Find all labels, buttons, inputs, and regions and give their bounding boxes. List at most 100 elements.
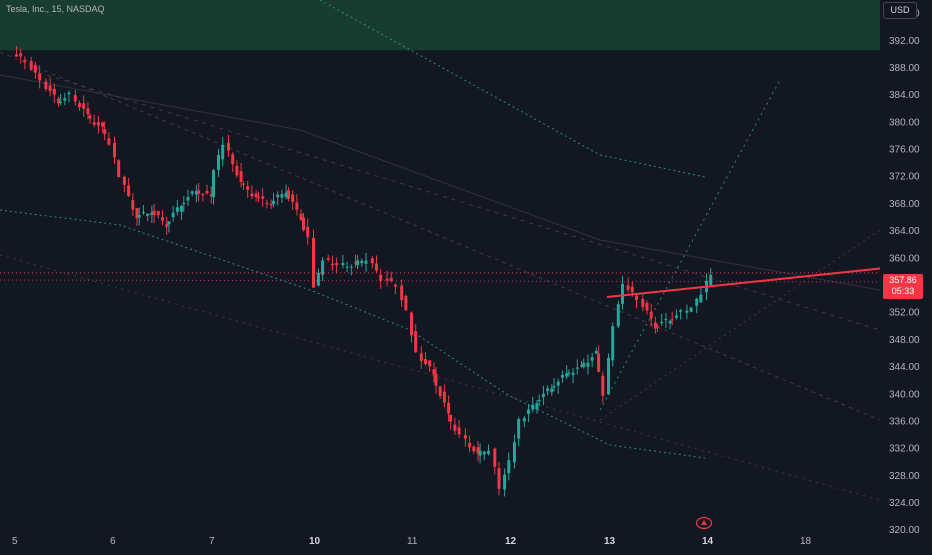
candle-body	[385, 278, 389, 281]
candle-body	[59, 101, 63, 103]
candle-body	[393, 284, 397, 287]
candle-body	[389, 277, 393, 281]
candle-body	[38, 73, 42, 81]
overlay-line	[0, 279, 881, 283]
candle-body	[265, 202, 269, 205]
candle-body	[316, 272, 320, 286]
candle-body	[630, 286, 634, 293]
candle-body	[512, 442, 516, 463]
candle-body	[156, 210, 160, 216]
candle-body	[335, 262, 339, 266]
candle-body	[404, 296, 408, 311]
time-axis	[0, 532, 880, 550]
candle-body	[616, 304, 620, 327]
y-tick-label: 332.00	[889, 444, 920, 455]
candle-body	[312, 237, 315, 288]
candle-body	[556, 381, 560, 386]
candle-body	[212, 170, 215, 198]
candle-body	[48, 85, 52, 91]
chart-reset-icon[interactable]	[695, 516, 713, 530]
candle-body	[550, 388, 554, 393]
candle-body	[428, 360, 432, 367]
candle-body	[649, 311, 653, 319]
candle-body	[641, 299, 645, 308]
candle-body	[567, 372, 571, 374]
candle-body	[660, 321, 664, 324]
candle-body	[552, 386, 556, 388]
candle-body	[438, 386, 442, 396]
candle-body	[560, 374, 564, 378]
candle-body	[457, 427, 461, 435]
candle-body	[453, 424, 457, 431]
overlay-line	[319, 0, 706, 178]
candle-body	[565, 373, 569, 377]
candle-body	[582, 362, 586, 368]
overlay-line	[0, 74, 881, 291]
candle-body	[261, 196, 265, 199]
candle-body	[419, 353, 423, 361]
candle-body	[410, 312, 413, 336]
candle-body	[190, 191, 194, 194]
overlay-line	[599, 229, 881, 421]
candle-body	[201, 194, 205, 196]
y-tick-label: 336.00	[889, 416, 920, 427]
candle-body	[287, 190, 290, 199]
candle-body	[645, 302, 649, 311]
candle-body	[186, 197, 190, 201]
candle-body	[345, 266, 349, 268]
candle-body	[379, 274, 383, 281]
bar-countdown: 05:33	[891, 286, 915, 296]
candle-body	[709, 274, 713, 286]
candle-body	[239, 171, 243, 182]
currency-button[interactable]: USD	[883, 2, 917, 19]
y-tick-label: 384.00	[889, 90, 920, 101]
candle-body	[29, 61, 33, 70]
y-tick-label: 372.00	[889, 172, 920, 183]
candle-body	[291, 194, 295, 202]
candle-body	[497, 468, 501, 489]
candle-body	[611, 326, 615, 361]
candle-body	[546, 388, 550, 392]
overlay-line	[0, 209, 706, 459]
candle-body	[478, 450, 482, 456]
candle-body	[449, 414, 453, 422]
candle-body	[276, 194, 280, 198]
x-tick-label: 13	[604, 536, 616, 547]
candle-body	[194, 190, 198, 195]
overlay-line	[29, 69, 881, 331]
candle-body	[117, 160, 121, 178]
candle-body	[580, 365, 583, 367]
candle-body	[88, 115, 92, 119]
candle-body	[507, 460, 511, 474]
y-tick-label: 320.00	[889, 525, 920, 536]
candle-body	[321, 260, 325, 275]
candle-body	[424, 358, 427, 364]
x-tick-label: 18	[800, 536, 812, 547]
candle-body	[472, 446, 476, 452]
candle-body	[356, 260, 360, 266]
candle-body	[621, 283, 624, 304]
candle-body	[541, 393, 545, 398]
candle-body	[161, 217, 164, 221]
candle-body	[182, 202, 186, 204]
candle-body	[175, 207, 179, 212]
candle-body	[167, 221, 171, 225]
candle-body	[197, 190, 201, 194]
candle-body	[594, 351, 598, 354]
candle-body	[535, 403, 539, 410]
candle-body	[67, 92, 71, 95]
candle-body	[670, 319, 674, 321]
candle-body	[601, 375, 605, 396]
candle-body	[689, 307, 693, 312]
candle-body	[482, 451, 486, 455]
candle-body	[537, 400, 541, 402]
candle-body	[295, 202, 299, 210]
y-tick-label: 328.00	[889, 471, 920, 482]
candle-body	[364, 260, 368, 264]
candle-body	[57, 98, 60, 104]
candle-body	[463, 435, 467, 439]
x-tick-label: 6	[110, 536, 116, 547]
x-tick-label: 7	[209, 536, 215, 547]
